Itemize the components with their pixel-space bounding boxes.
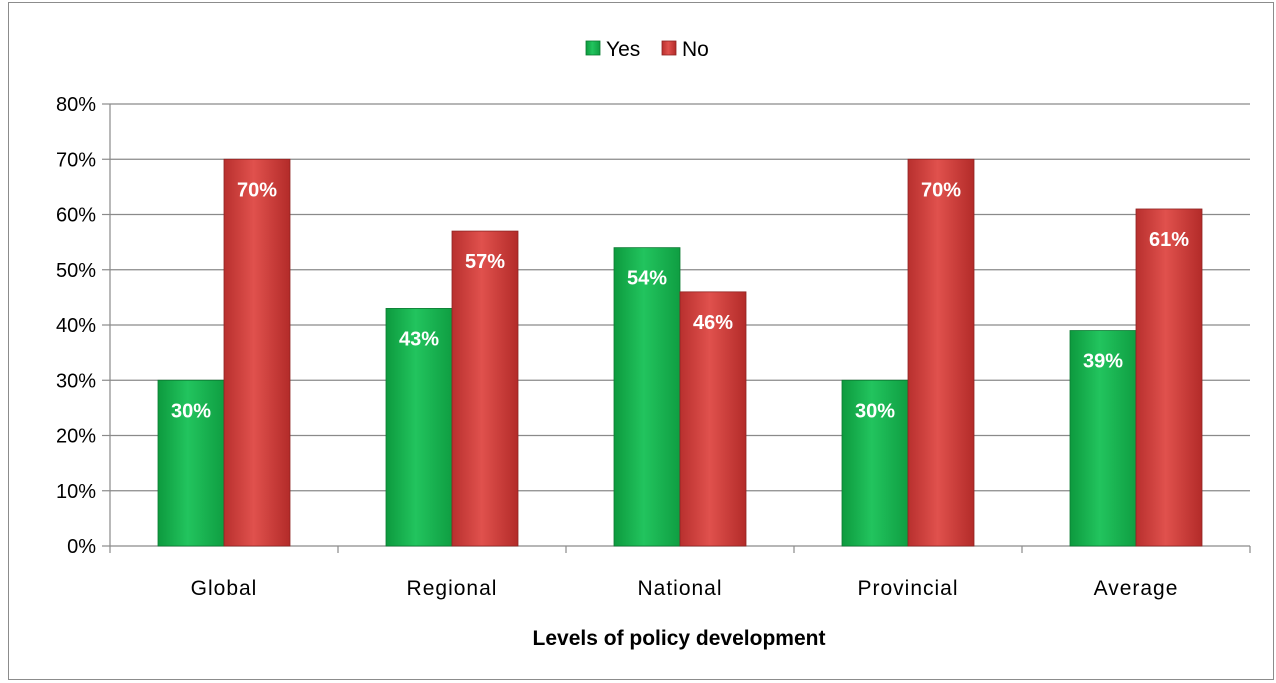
data-label: 30% xyxy=(855,400,895,422)
data-label: 30% xyxy=(171,400,211,422)
data-labels: 30% 70% 43% 57% 54% 46% 30% 70% 39% 61% xyxy=(171,179,1189,422)
legend-label-no: No xyxy=(682,38,709,61)
x-tick-label: National xyxy=(637,577,722,600)
tick-labels: 0% 10% 20% 30% 40% 50% 60% 70% 80% Global Regional… xyxy=(56,94,1179,600)
x-tick-label: Average xyxy=(1094,577,1179,600)
data-label: 46% xyxy=(693,312,733,334)
bar-yes-average xyxy=(1069,330,1137,547)
legend-label-yes: Yes xyxy=(606,38,640,61)
legend-swatch-no xyxy=(661,40,677,56)
bar-yes-global xyxy=(157,379,225,547)
data-label: 70% xyxy=(237,179,277,201)
data-label: 39% xyxy=(1083,351,1123,373)
y-tick-label: 60% xyxy=(56,205,96,227)
y-tick-label: 40% xyxy=(56,315,96,337)
bar-no-provincial xyxy=(907,158,975,547)
x-tick-label: Regional xyxy=(407,577,498,600)
y-tick-label: 80% xyxy=(56,94,96,116)
y-tick-label: 30% xyxy=(56,370,96,392)
data-label: 57% xyxy=(465,251,505,273)
data-label: 43% xyxy=(399,328,439,350)
bar-no-regional xyxy=(451,230,519,547)
bar-yes-provincial xyxy=(841,379,909,547)
bar-yes-national xyxy=(613,247,681,547)
bar-no-national xyxy=(679,291,747,547)
data-label: 61% xyxy=(1149,229,1189,251)
bar-yes-regional xyxy=(385,308,453,547)
y-tick-label: 20% xyxy=(56,426,96,448)
x-tick-label: Global xyxy=(191,577,258,600)
y-tick-label: 50% xyxy=(56,260,96,282)
bar-no-average xyxy=(1135,208,1203,547)
bar-no-global xyxy=(223,158,291,547)
legend: Yes No xyxy=(585,38,709,61)
legend-swatch-yes xyxy=(585,40,601,56)
y-tick-label: 70% xyxy=(56,149,96,171)
data-label: 54% xyxy=(627,268,667,290)
x-tick-label: Provincial xyxy=(857,577,958,600)
y-tick-label: 0% xyxy=(67,536,96,558)
data-label: 70% xyxy=(921,179,961,201)
y-tick-label: 10% xyxy=(56,481,96,503)
x-axis-title: Levels of policy development xyxy=(533,627,826,650)
bars xyxy=(157,158,1203,547)
